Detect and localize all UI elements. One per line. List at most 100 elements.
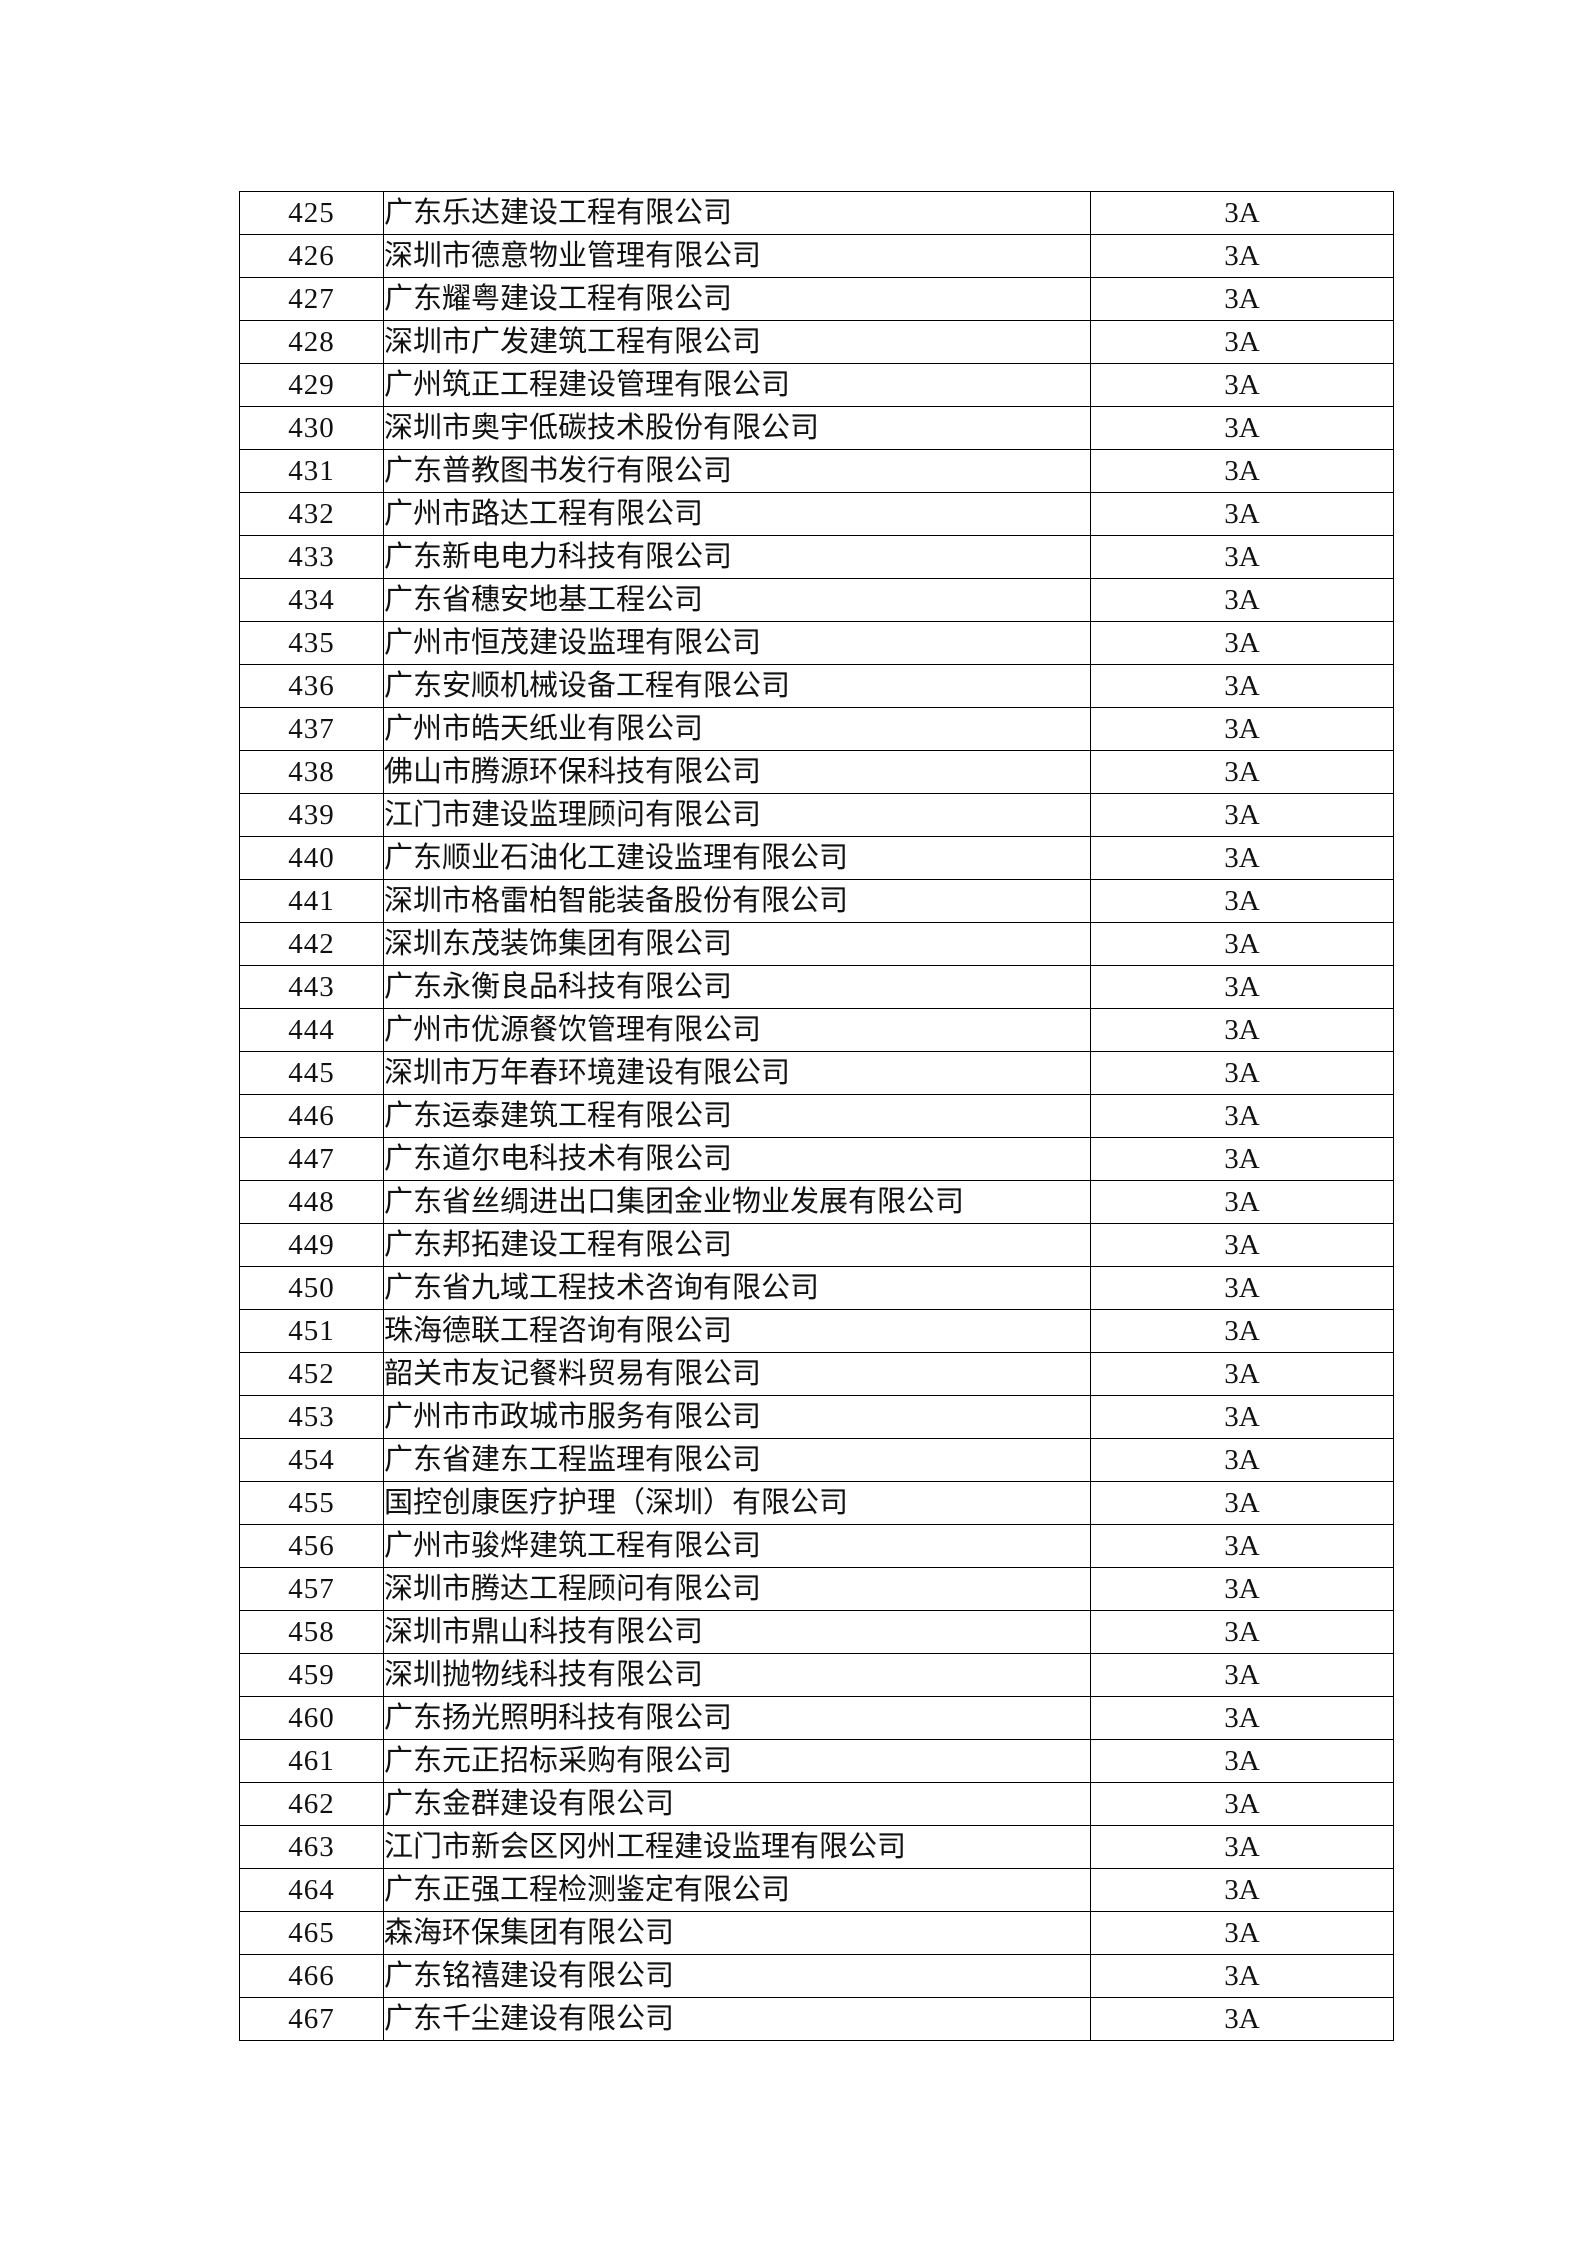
rating-cell: 3A [1090,707,1394,751]
company-name-cell: 广州市市政城市服务有限公司 [383,1395,1091,1439]
row-number-cell: 442 [239,922,384,966]
table-row: 446 广东运泰建筑工程有限公司 3A [239,1094,1394,1138]
company-name-cell: 深圳市奥宇低碳技术股份有限公司 [383,406,1091,450]
company-name-cell: 广东新电电力科技有限公司 [383,535,1091,579]
rating-cell: 3A [1090,922,1394,966]
company-name-cell: 深圳东茂装饰集团有限公司 [383,922,1091,966]
rating-cell: 3A [1090,1395,1394,1439]
company-name-cell: 广东耀粤建设工程有限公司 [383,277,1091,321]
row-number-cell: 438 [239,750,384,794]
rating-cell: 3A [1090,1481,1394,1525]
rating-cell: 3A [1090,1051,1394,1095]
row-number-cell: 467 [239,1997,384,2041]
row-number-cell: 454 [239,1438,384,1482]
row-number-cell: 437 [239,707,384,751]
rating-cell: 3A [1090,836,1394,880]
company-name-cell: 广州市恒茂建设监理有限公司 [383,621,1091,665]
company-name-cell: 广东金群建设有限公司 [383,1782,1091,1826]
company-name-cell: 广东省九域工程技术咨询有限公司 [383,1266,1091,1310]
row-number-cell: 436 [239,664,384,708]
row-number-cell: 465 [239,1911,384,1955]
row-number-cell: 434 [239,578,384,622]
rating-cell: 3A [1090,1137,1394,1181]
company-name-cell: 韶关市友记餐料贸易有限公司 [383,1352,1091,1396]
table-row: 449 广东邦拓建设工程有限公司 3A [239,1223,1394,1267]
company-name-cell: 广东邦拓建设工程有限公司 [383,1223,1091,1267]
row-number-cell: 429 [239,363,384,407]
table-row: 448 广东省丝绸进出口集团金业物业发展有限公司 3A [239,1180,1394,1224]
table-row: 442 深圳东茂装饰集团有限公司 3A [239,922,1394,966]
table-row: 430 深圳市奥宇低碳技术股份有限公司 3A [239,406,1394,450]
rating-cell: 3A [1090,750,1394,794]
rating-cell: 3A [1090,1954,1394,1998]
company-name-cell: 佛山市腾源环保科技有限公司 [383,750,1091,794]
company-rating-table: 425 广东乐达建设工程有限公司 3A 426 深圳市德意物业管理有限公司 3A 427 广东… [239,191,1394,2041]
company-name-cell: 广东运泰建筑工程有限公司 [383,1094,1091,1138]
row-number-cell: 460 [239,1696,384,1740]
company-name-cell: 广东千尘建设有限公司 [383,1997,1091,2041]
table-row: 444 广州市优源餐饮管理有限公司 3A [239,1008,1394,1052]
company-name-cell: 广东正强工程检测鉴定有限公司 [383,1868,1091,1912]
table-row: 454 广东省建东工程监理有限公司 3A [239,1438,1394,1482]
company-name-cell: 广州市路达工程有限公司 [383,492,1091,536]
row-number-cell: 443 [239,965,384,1009]
table-row: 455 国控创康医疗护理（深圳）有限公司 3A [239,1481,1394,1525]
company-name-cell: 广州市优源餐饮管理有限公司 [383,1008,1091,1052]
company-name-cell: 广东安顺机械设备工程有限公司 [383,664,1091,708]
rating-cell: 3A [1090,1524,1394,1568]
rating-cell: 3A [1090,578,1394,622]
row-number-cell: 449 [239,1223,384,1267]
table-row: 464 广东正强工程检测鉴定有限公司 3A [239,1868,1394,1912]
table-row: 447 广东道尔电科技术有限公司 3A [239,1137,1394,1181]
table-row: 435 广州市恒茂建设监理有限公司 3A [239,621,1394,665]
company-name-cell: 广东省丝绸进出口集团金业物业发展有限公司 [383,1180,1091,1224]
row-number-cell: 445 [239,1051,384,1095]
table-row: 433 广东新电电力科技有限公司 3A [239,535,1394,579]
table-row: 465 森海环保集团有限公司 3A [239,1911,1394,1955]
row-number-cell: 446 [239,1094,384,1138]
company-name-cell: 广东永衡良品科技有限公司 [383,965,1091,1009]
rating-cell: 3A [1090,879,1394,923]
rating-cell: 3A [1090,1266,1394,1310]
table-row: 437 广州市皓天纸业有限公司 3A [239,707,1394,751]
rating-cell: 3A [1090,1653,1394,1697]
row-number-cell: 464 [239,1868,384,1912]
company-name-cell: 深圳市腾达工程顾问有限公司 [383,1567,1091,1611]
row-number-cell: 427 [239,277,384,321]
table-row: 429 广州筑正工程建设管理有限公司 3A [239,363,1394,407]
table-row: 425 广东乐达建设工程有限公司 3A [239,191,1394,235]
table-row: 462 广东金群建设有限公司 3A [239,1782,1394,1826]
row-number-cell: 457 [239,1567,384,1611]
row-number-cell: 452 [239,1352,384,1396]
table-row: 467 广东千尘建设有限公司 3A [239,1997,1394,2041]
company-name-cell: 江门市新会区冈州工程建设监理有限公司 [383,1825,1091,1869]
rating-cell: 3A [1090,1352,1394,1396]
table-row: 438 佛山市腾源环保科技有限公司 3A [239,750,1394,794]
company-name-cell: 国控创康医疗护理（深圳）有限公司 [383,1481,1091,1525]
row-number-cell: 458 [239,1610,384,1654]
rating-cell: 3A [1090,492,1394,536]
row-number-cell: 466 [239,1954,384,1998]
row-number-cell: 439 [239,793,384,837]
rating-cell: 3A [1090,664,1394,708]
row-number-cell: 431 [239,449,384,493]
company-name-cell: 广东乐达建设工程有限公司 [383,191,1091,235]
company-name-cell: 广州筑正工程建设管理有限公司 [383,363,1091,407]
rating-cell: 3A [1090,1997,1394,2041]
table-row: 461 广东元正招标采购有限公司 3A [239,1739,1394,1783]
company-name-cell: 广东省穗安地基工程公司 [383,578,1091,622]
table-row: 440 广东顺业石油化工建设监理有限公司 3A [239,836,1394,880]
row-number-cell: 462 [239,1782,384,1826]
rating-cell: 3A [1090,1223,1394,1267]
table-row: 460 广东扬光照明科技有限公司 3A [239,1696,1394,1740]
rating-cell: 3A [1090,1180,1394,1224]
rating-cell: 3A [1090,363,1394,407]
table-row: 456 广州市骏烨建筑工程有限公司 3A [239,1524,1394,1568]
company-name-cell: 深圳市广发建筑工程有限公司 [383,320,1091,364]
company-name-cell: 深圳市德意物业管理有限公司 [383,234,1091,278]
company-name-cell: 深圳市格雷柏智能装备股份有限公司 [383,879,1091,923]
table-row: 466 广东铭禧建设有限公司 3A [239,1954,1394,1998]
row-number-cell: 440 [239,836,384,880]
rating-cell: 3A [1090,449,1394,493]
rating-cell: 3A [1090,1868,1394,1912]
